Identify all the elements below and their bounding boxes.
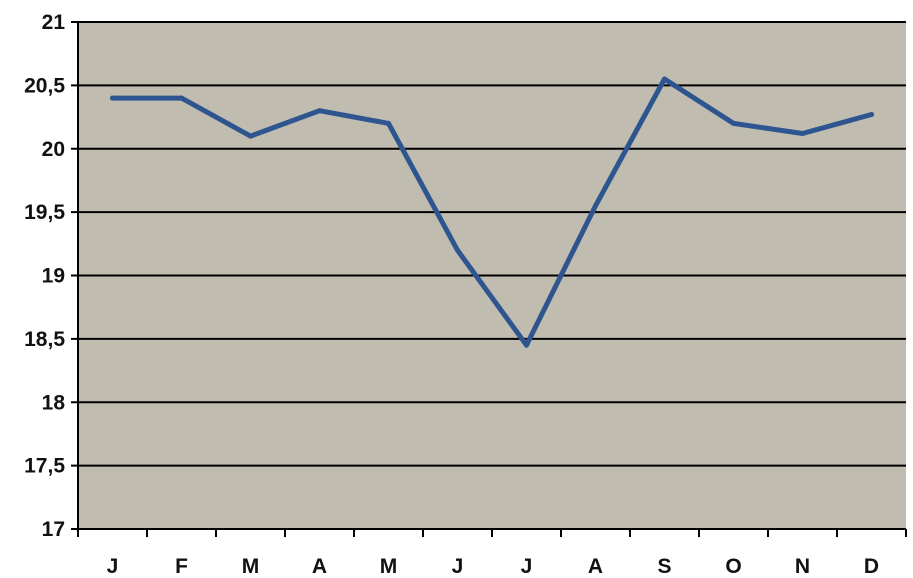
- data-point: [455, 247, 460, 253]
- data-point: [593, 203, 598, 209]
- data-point: [248, 133, 253, 139]
- x-tick-label: A: [312, 555, 327, 578]
- x-tick-label: F: [175, 555, 188, 578]
- gridlines: [78, 21, 906, 467]
- data-point: [800, 131, 805, 137]
- x-tick-label: D: [864, 555, 879, 578]
- y-axis-ticks: 17 17,5 18 18,5 19 19,5 20 20,5 21: [24, 11, 78, 541]
- y-tick-label: 21: [42, 11, 66, 34]
- y-tick-label: 20,5: [24, 74, 65, 97]
- x-tick-label: S: [657, 555, 671, 578]
- x-tick-label: J: [521, 555, 533, 578]
- x-tick-label: J: [107, 555, 119, 578]
- x-tick-label: M: [380, 555, 398, 578]
- y-tick-label: 18: [42, 391, 66, 414]
- x-tick-label: M: [242, 555, 260, 578]
- x-tick-label: J: [452, 555, 464, 578]
- x-tick-label: A: [588, 555, 603, 578]
- y-tick-label: 18,5: [24, 328, 65, 351]
- data-points: [110, 76, 874, 348]
- data-point: [179, 95, 184, 101]
- data-point: [386, 120, 391, 126]
- y-tick-label: 19: [42, 265, 65, 288]
- data-point: [317, 108, 322, 114]
- x-tick-label: O: [725, 555, 741, 578]
- y-tick-label: 17: [42, 518, 65, 541]
- data-point: [110, 95, 115, 101]
- data-point: [731, 120, 736, 126]
- data-point: [869, 112, 874, 118]
- y-tick-label: 19,5: [24, 201, 65, 224]
- data-point: [524, 342, 529, 348]
- y-tick-label: 17,5: [24, 455, 65, 478]
- x-tick-label: N: [795, 555, 810, 578]
- series-line: [110, 76, 874, 348]
- y-tick-label: 20: [42, 138, 65, 161]
- data-point: [662, 76, 667, 82]
